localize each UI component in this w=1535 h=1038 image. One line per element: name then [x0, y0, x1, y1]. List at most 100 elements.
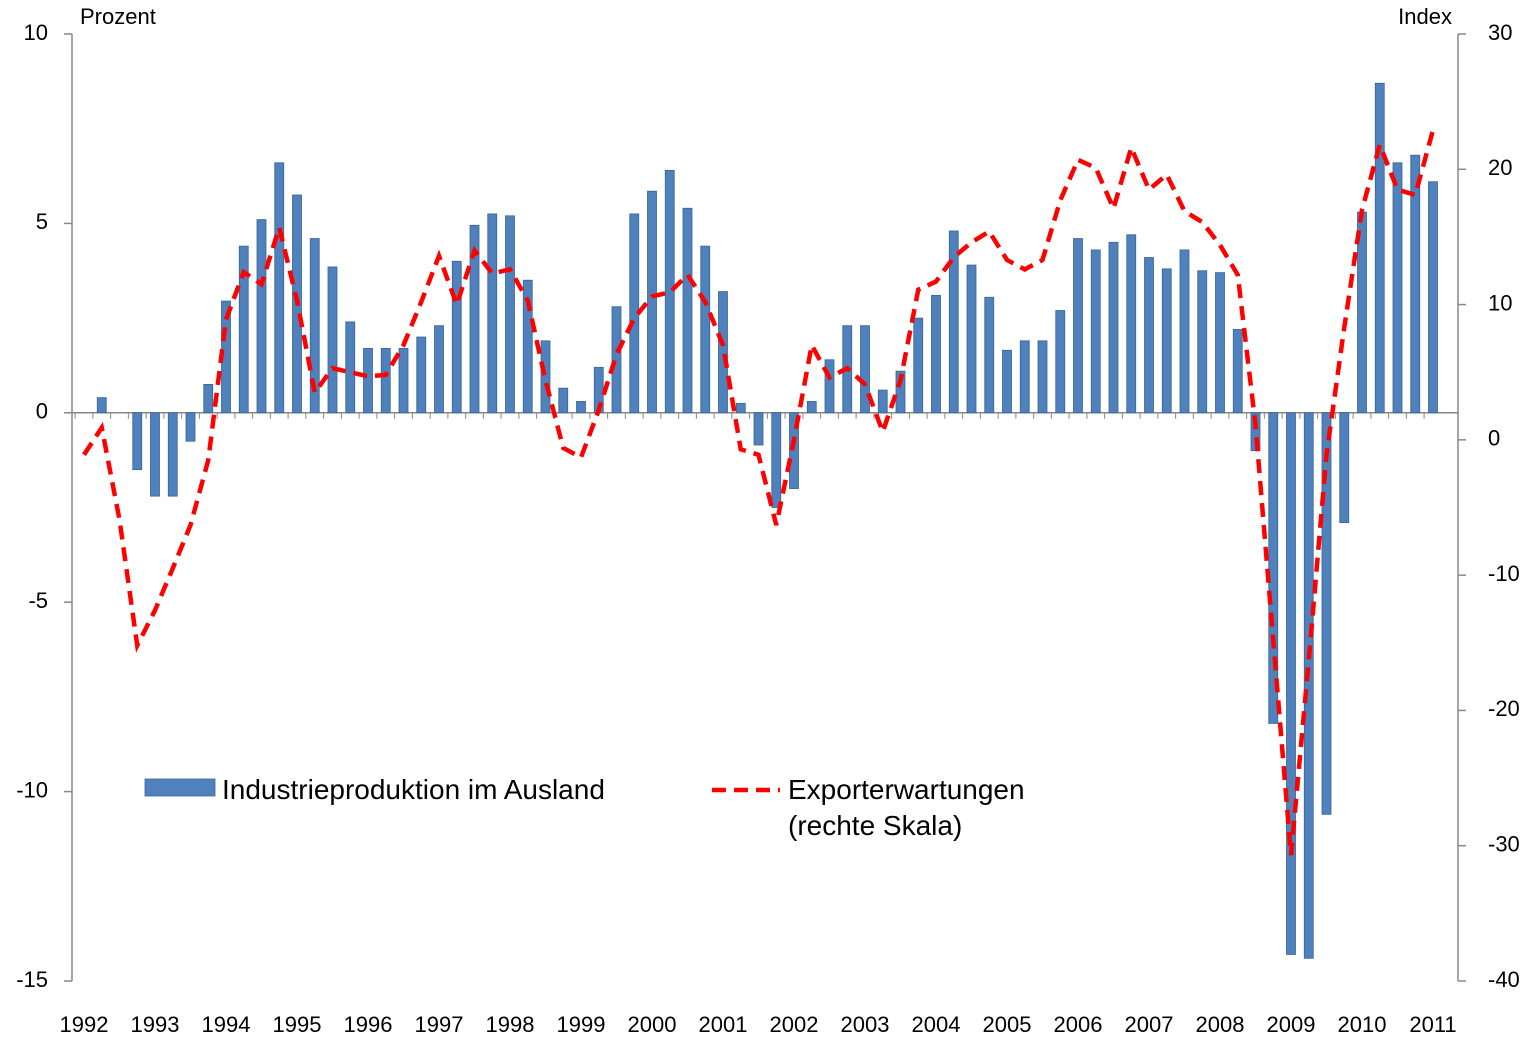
bar	[576, 401, 586, 414]
bar	[256, 219, 267, 414]
bar	[735, 402, 746, 414]
bar	[469, 224, 480, 414]
bar	[1410, 154, 1421, 414]
x-tick-label: 2006	[1054, 1012, 1103, 1037]
x-tick-label: 1998	[486, 1012, 535, 1037]
bar	[132, 412, 143, 471]
y-axis-label: Prozent	[80, 4, 156, 29]
bar	[345, 321, 356, 414]
bar	[540, 340, 551, 414]
bar	[611, 306, 622, 414]
bar	[522, 279, 533, 414]
bar	[860, 325, 870, 414]
bar	[806, 401, 817, 414]
x-tick-label: 2002	[770, 1012, 819, 1037]
bar	[948, 230, 959, 414]
bar	[1108, 241, 1119, 414]
bar	[96, 397, 107, 414]
x-tick-label: 2007	[1125, 1012, 1174, 1037]
bar	[664, 169, 675, 414]
bar	[1392, 162, 1403, 414]
x-tick-label: 2001	[699, 1012, 748, 1037]
bar	[1055, 310, 1066, 414]
bar	[771, 412, 782, 508]
bar	[274, 162, 285, 414]
y-tick-label: -5	[28, 588, 48, 613]
y2-tick-label: -30	[1488, 832, 1520, 857]
x-tick-label: 2004	[912, 1012, 961, 1037]
y-tick-label: -10	[16, 777, 48, 802]
legend-label: Industrieproduktion im Ausland	[222, 774, 605, 805]
x-tick-label: 2003	[841, 1012, 890, 1037]
bar	[1215, 272, 1225, 414]
y2-tick-label: -10	[1488, 561, 1520, 586]
bar	[1090, 249, 1101, 414]
legend-swatch	[144, 778, 216, 797]
bar	[398, 348, 409, 414]
bar	[1002, 349, 1012, 414]
x-tick-label: 2005	[983, 1012, 1032, 1037]
x-tick-label: 2011	[1409, 1012, 1456, 1037]
bar	[558, 387, 569, 414]
bar	[1339, 412, 1350, 524]
bar	[1232, 329, 1243, 414]
x-tick-label: 1997	[415, 1012, 464, 1037]
bar	[1037, 340, 1048, 414]
x-tick-label: 1995	[273, 1012, 322, 1037]
y2-tick-label: 0	[1488, 426, 1500, 451]
bar	[1321, 412, 1332, 815]
bar	[931, 294, 941, 414]
bar	[1073, 238, 1083, 414]
line	[82, 129, 1436, 856]
x-tick-label: 2000	[628, 1012, 677, 1037]
bar	[966, 264, 977, 414]
bar	[167, 412, 178, 497]
bar	[984, 296, 995, 414]
bar	[1144, 257, 1154, 414]
bar	[753, 412, 764, 446]
bar	[718, 291, 728, 414]
bar	[487, 213, 498, 414]
y-tick-label: -15	[16, 967, 48, 992]
y2-tick-label: -40	[1488, 967, 1520, 992]
bar	[647, 190, 657, 414]
bar	[1197, 270, 1208, 414]
bar	[1179, 249, 1190, 414]
bar	[380, 348, 391, 414]
bar	[1268, 412, 1279, 724]
y-tick-label: 5	[36, 209, 48, 234]
legend-label: Exporterwartungen (rechte Skala)	[788, 774, 1025, 841]
bar	[682, 207, 693, 414]
bar	[238, 245, 249, 414]
bar	[416, 336, 427, 414]
bar	[363, 348, 373, 414]
bar	[913, 317, 924, 414]
bar	[309, 238, 320, 414]
y2-axis-label: Index	[1398, 4, 1452, 29]
y2-tick-label: -20	[1488, 696, 1520, 721]
bar	[1126, 234, 1137, 414]
bar	[150, 412, 160, 497]
bar	[451, 260, 462, 414]
x-tick-label: 1999	[557, 1012, 606, 1037]
bar	[203, 383, 214, 414]
x-tick-label: 2009	[1267, 1012, 1316, 1037]
x-tick-label: 2010	[1338, 1012, 1387, 1037]
bar	[1161, 268, 1172, 414]
bar	[505, 215, 515, 414]
bar	[700, 245, 711, 414]
y2-tick-label: 10	[1488, 290, 1512, 315]
bar	[1286, 412, 1296, 955]
bar	[1303, 412, 1314, 959]
bar	[824, 359, 835, 414]
x-tick-label: 1992	[60, 1012, 109, 1037]
bar	[895, 370, 906, 414]
y2-tick-label: 30	[1488, 20, 1512, 45]
y2-tick-label: 20	[1488, 155, 1512, 180]
bar	[1019, 340, 1030, 414]
x-tick-label: 2008	[1196, 1012, 1245, 1037]
x-tick-label: 1993	[131, 1012, 180, 1037]
bar	[1428, 181, 1438, 414]
